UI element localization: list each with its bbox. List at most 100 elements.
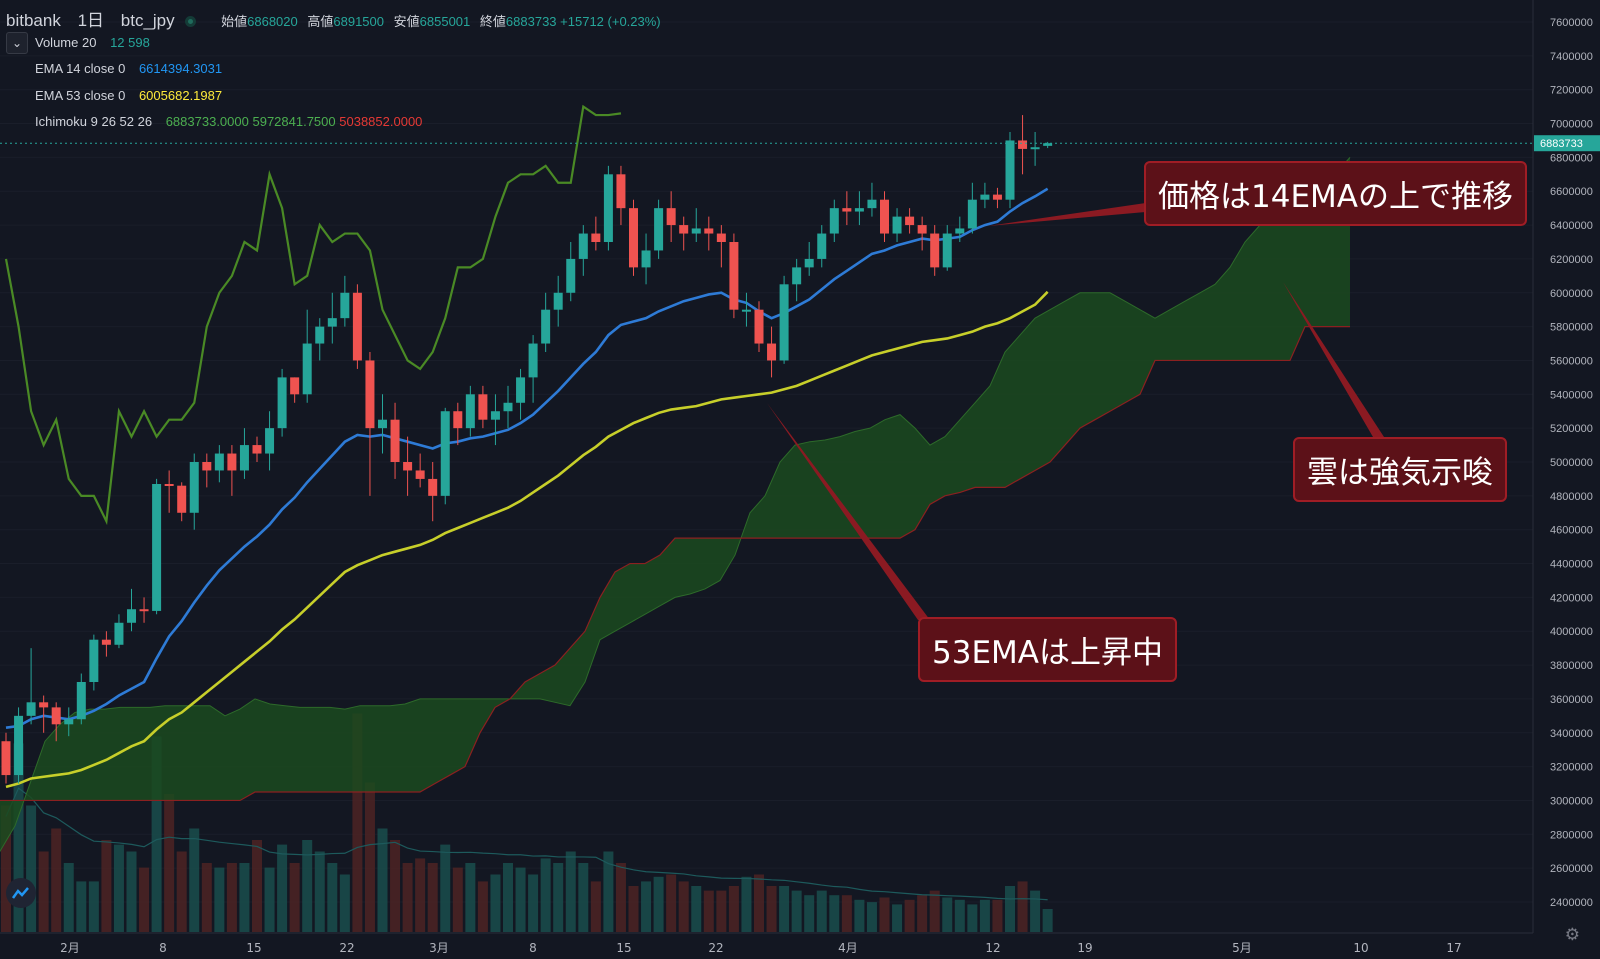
volume-bar — [314, 851, 325, 932]
time-tick-label: 22 — [708, 941, 723, 955]
price-tick-label: 4200000 — [1550, 592, 1593, 604]
last-price-badge — [1534, 135, 1600, 152]
volume-bar — [703, 890, 714, 932]
candle-body — [403, 462, 413, 471]
volume-bar — [540, 858, 551, 932]
candle — [478, 385, 488, 429]
time-tick-label: 15 — [616, 941, 631, 955]
volume-bar — [829, 895, 840, 932]
close-value: 6883733 — [505, 14, 557, 29]
indicator-ichimoku[interactable]: Ichimoku 9 26 52 26 6883733.0000 5972841… — [35, 114, 422, 129]
indicator-name: EMA 14 close 0 — [35, 61, 126, 76]
time-tick-label: 15 — [246, 941, 261, 955]
volume-bar — [490, 874, 501, 932]
volume-bar — [1030, 890, 1041, 932]
candle-body — [754, 309, 764, 344]
price-tick-label: 7000000 — [1550, 119, 1593, 131]
candle-body — [327, 318, 337, 327]
candle — [566, 242, 576, 302]
candle-body — [654, 208, 664, 251]
candle — [854, 191, 864, 226]
candle — [340, 275, 350, 327]
candle — [152, 478, 162, 615]
volume-bar — [415, 858, 426, 932]
volume-bar — [565, 851, 576, 932]
candle — [691, 208, 701, 242]
time-axis[interactable]: 2月 8 15 22 3月 8 15 22 4月 12 19 5月 10 17 — [0, 932, 1533, 959]
indicator-ema53[interactable]: EMA 53 close 0 6005682.1987 — [35, 88, 222, 103]
volume-bar — [1005, 886, 1015, 932]
volume-series — [1, 713, 1053, 932]
candle-body — [490, 411, 500, 420]
candle — [905, 208, 915, 234]
indicator-volume[interactable]: Volume 20 12 598 — [35, 35, 150, 50]
open-label: 始値 — [221, 14, 248, 29]
candle — [26, 648, 36, 725]
volume-bar — [390, 840, 401, 932]
senkou-a-line — [0, 157, 1351, 853]
indicator-value: 6883733.0000 — [165, 114, 249, 129]
price-tick-label: 5000000 — [1550, 457, 1593, 469]
candle — [1043, 141, 1053, 149]
tradingview-logo-icon[interactable] — [6, 878, 36, 908]
gear-icon[interactable]: ⚙ — [1564, 925, 1580, 944]
candle-body — [378, 419, 387, 429]
candle-body — [917, 225, 927, 234]
time-tick-label: 8 — [529, 941, 537, 955]
candle-body — [114, 622, 124, 645]
candle — [503, 385, 513, 429]
candle — [741, 292, 751, 327]
volume-bar — [741, 876, 752, 932]
candle — [440, 407, 450, 505]
interval-label[interactable]: 1日 — [77, 11, 105, 30]
price-axis[interactable]: 7600000 7400000 7200000 7000000 6800000 66000… — [1532, 0, 1600, 959]
candle-body — [139, 609, 149, 612]
candle-body — [239, 445, 249, 471]
callout-cloud: 雲は強気示唆 — [1293, 437, 1507, 502]
candle-body — [428, 478, 438, 496]
candle-body — [716, 233, 726, 242]
candle — [792, 258, 802, 302]
price-tick-label: 2400000 — [1550, 897, 1593, 909]
senkou-b-line — [0, 326, 1350, 802]
indicator-ema14[interactable]: EMA 14 close 0 6614394.3031 — [35, 61, 222, 76]
candle-body — [829, 208, 839, 234]
volume-bar — [139, 867, 150, 932]
candle — [804, 242, 814, 276]
candle-body — [340, 292, 350, 319]
candle — [516, 368, 526, 420]
candles — [1, 115, 1053, 784]
volume-bar — [628, 886, 639, 932]
time-tick-label: 2月 — [60, 941, 80, 955]
high-label: 高値 — [307, 14, 334, 29]
candle-body — [465, 394, 475, 429]
candle — [591, 216, 601, 251]
volume-bar — [427, 863, 438, 932]
candle-body — [942, 233, 952, 268]
volume-bar — [816, 890, 827, 932]
price-tick-label: 7400000 — [1550, 51, 1593, 63]
candle — [164, 470, 174, 513]
volume-bar — [754, 874, 764, 932]
candle-body — [365, 360, 375, 429]
exchange-name[interactable]: bitbank — [6, 11, 61, 30]
candle — [842, 191, 852, 226]
candle-body — [880, 199, 889, 234]
candle-body — [704, 228, 714, 234]
price-tick-label: 2600000 — [1550, 863, 1593, 875]
candle — [553, 275, 563, 327]
price-tick-label: 3400000 — [1550, 728, 1593, 740]
candle-body — [26, 702, 36, 716]
time-tick-label: 19 — [1077, 941, 1092, 955]
volume-bar — [151, 736, 162, 932]
symbol-name[interactable]: btc_jpy — [120, 11, 175, 30]
volume-bar — [364, 782, 375, 932]
volume-bar — [678, 881, 689, 932]
candle-body — [1043, 143, 1053, 146]
candle — [528, 335, 538, 403]
candle — [967, 182, 977, 234]
chikou-line — [4, 104, 622, 526]
candle — [892, 208, 902, 242]
price-tick-label: 6400000 — [1550, 220, 1593, 232]
